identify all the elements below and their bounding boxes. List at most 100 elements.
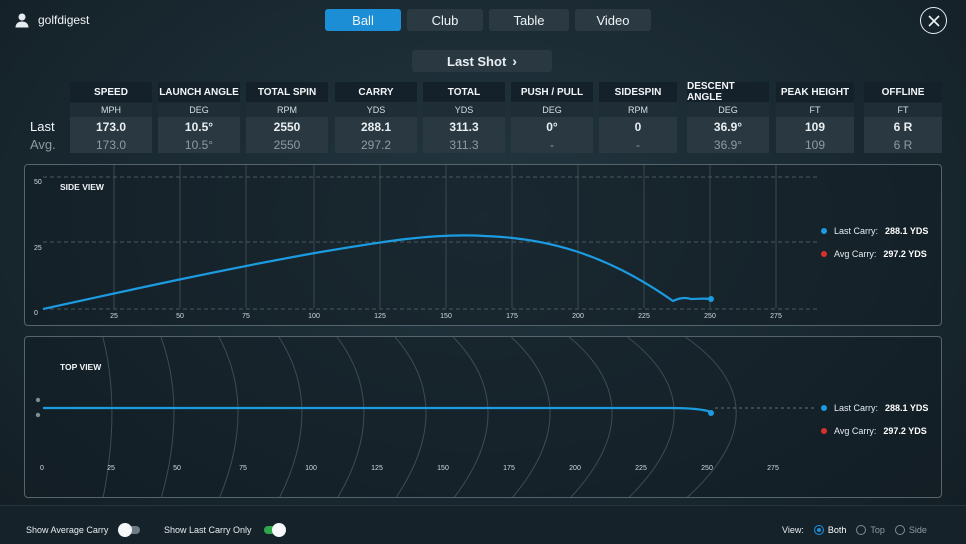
metric-column: LAUNCH ANGLE DEG 10.5° 10.5° xyxy=(158,82,240,153)
top-view-panel: TOP VIEW 0 25 50 75 100 125 150 175 200 225 250 275… xyxy=(24,336,942,498)
bottom-bar xyxy=(0,505,966,544)
show-average-carry-toggle[interactable] xyxy=(118,523,141,537)
shot-selector-button[interactable]: Last Shot › xyxy=(412,50,552,72)
legend-dot-icon xyxy=(821,228,827,234)
metric-last-value: 2550 xyxy=(246,117,328,137)
metric-avg-value: 10.5° xyxy=(158,137,240,153)
metric-last-value: 6 R xyxy=(864,117,942,137)
x-tick-label: 225 xyxy=(638,313,650,320)
metric-avg-value: - xyxy=(599,137,677,153)
metric-avg-value: 6 R xyxy=(864,137,942,153)
x-tick-label: 175 xyxy=(506,313,518,320)
radio-label: Side xyxy=(908,525,927,535)
distance-arc xyxy=(685,337,737,497)
x-tick-label: 25 xyxy=(107,465,115,472)
metric-avg-value: 2550 xyxy=(246,137,328,153)
close-button[interactable] xyxy=(920,7,947,34)
legend-label: Last Carry: xyxy=(834,403,879,413)
metric-name: PEAK HEIGHT xyxy=(776,82,854,102)
metric-name: TOTAL xyxy=(423,82,505,102)
x-tick-label: 275 xyxy=(767,465,779,472)
shot-selector-label: Last Shot xyxy=(447,53,507,69)
metric-unit: DEG xyxy=(158,103,240,117)
view-radio-top[interactable]: Top xyxy=(856,525,885,535)
metric-name: TOTAL SPIN xyxy=(246,82,328,102)
metric-unit: RPM xyxy=(246,103,328,117)
legend-label: Last Carry: xyxy=(834,226,879,236)
distance-arc xyxy=(627,337,675,497)
chevron-right-icon: › xyxy=(512,53,517,69)
view-selector: View: Both Top Side xyxy=(782,525,927,535)
metric-avg-value: 297.2 xyxy=(335,137,417,153)
metric-name: PUSH / PULL xyxy=(511,82,593,102)
legend-avg-carry: Avg Carry: 297.2 YDS xyxy=(821,426,928,436)
tab-ball[interactable]: Ball xyxy=(325,9,401,31)
top-view-chart: 0 25 50 75 100 125 150 175 200 225 250 275 xyxy=(35,337,815,497)
side-view-grid xyxy=(43,165,820,310)
metric-unit: FT xyxy=(776,103,854,117)
legend-value: 297.2 YDS xyxy=(883,426,927,436)
metric-avg-value: 173.0 xyxy=(70,137,152,153)
x-tick-label: 200 xyxy=(569,465,581,472)
distance-arc xyxy=(160,337,175,497)
distance-arc xyxy=(568,337,613,497)
landing-point-side xyxy=(708,296,714,302)
legend-avg-carry: Avg Carry: 297.2 YDS xyxy=(821,249,928,259)
x-tick-label: 200 xyxy=(572,313,584,320)
legend-value: 297.2 YDS xyxy=(883,249,927,259)
distance-arc xyxy=(510,337,551,497)
x-tick-label: 50 xyxy=(173,465,181,472)
x-tick-label: 100 xyxy=(308,313,320,320)
tab-video[interactable]: Video xyxy=(575,9,651,31)
metric-unit: DEG xyxy=(687,103,769,117)
metric-last-value: 173.0 xyxy=(70,117,152,137)
tab-table[interactable]: Table xyxy=(489,9,569,31)
side-view-panel: SIDE VIEW 0 25 50 25 50 75 100 125 150 175 200 225 2… xyxy=(24,164,942,326)
view-radio-side[interactable]: Side xyxy=(894,525,927,535)
top-view-legend: Last Carry: 288.1 YDS Avg Carry: 297.2 YDS xyxy=(821,403,928,436)
metric-unit: RPM xyxy=(599,103,677,117)
x-tick-label: 175 xyxy=(503,465,515,472)
metric-avg-value: 311.3 xyxy=(423,137,505,153)
distance-arc xyxy=(278,337,303,497)
view-label: View: xyxy=(782,525,804,535)
user-account[interactable]: golfdigest xyxy=(14,12,89,28)
x-tick-label: 0 xyxy=(40,465,44,472)
x-tick-label: 250 xyxy=(704,313,716,320)
show-last-carry-only-control: Show Last Carry Only xyxy=(164,523,286,537)
x-tick-label: 275 xyxy=(770,313,782,320)
legend-dot-icon xyxy=(821,428,827,434)
tee-marker xyxy=(35,412,41,418)
side-view-ticks: 0 25 50 25 50 75 100 125 150 175 200 225 250 275 xyxy=(34,179,782,320)
legend-last-carry: Last Carry: 288.1 YDS xyxy=(821,226,928,236)
y-tick-label: 0 xyxy=(34,310,38,317)
show-last-carry-only-toggle[interactable] xyxy=(263,523,286,537)
metric-unit: YDS xyxy=(335,103,417,117)
row-label-avg: Avg. xyxy=(30,137,56,152)
metric-column: PEAK HEIGHT FT 109 109 xyxy=(776,82,854,153)
x-tick-label: 250 xyxy=(701,465,713,472)
side-view-legend: Last Carry: 288.1 YDS Avg Carry: 297.2 YDS xyxy=(821,226,928,259)
landing-point-top xyxy=(708,410,714,416)
user-icon xyxy=(15,13,29,28)
metric-avg-value: 109 xyxy=(776,137,854,153)
x-tick-label: 50 xyxy=(176,313,184,320)
metric-name: CARRY xyxy=(335,82,417,102)
legend-label: Avg Carry: xyxy=(834,426,877,436)
x-tick-label: 125 xyxy=(371,465,383,472)
metric-column: SIDESPIN RPM 0 - xyxy=(599,82,677,153)
x-tick-label: 225 xyxy=(635,465,647,472)
x-tick-label: 75 xyxy=(242,313,250,320)
tab-club[interactable]: Club xyxy=(407,9,483,31)
metric-name: SPEED xyxy=(70,82,152,102)
metric-last-value: 36.9° xyxy=(687,117,769,137)
x-tick-label: 150 xyxy=(440,313,452,320)
metric-name: OFFLINE xyxy=(864,82,942,102)
metric-last-value: 0 xyxy=(599,117,677,137)
metric-unit: DEG xyxy=(511,103,593,117)
distance-arc xyxy=(218,337,239,497)
metric-column: PUSH / PULL DEG 0° - xyxy=(511,82,593,153)
metric-last-value: 288.1 xyxy=(335,117,417,137)
metric-last-value: 10.5° xyxy=(158,117,240,137)
view-radio-both[interactable]: Both xyxy=(813,525,846,535)
